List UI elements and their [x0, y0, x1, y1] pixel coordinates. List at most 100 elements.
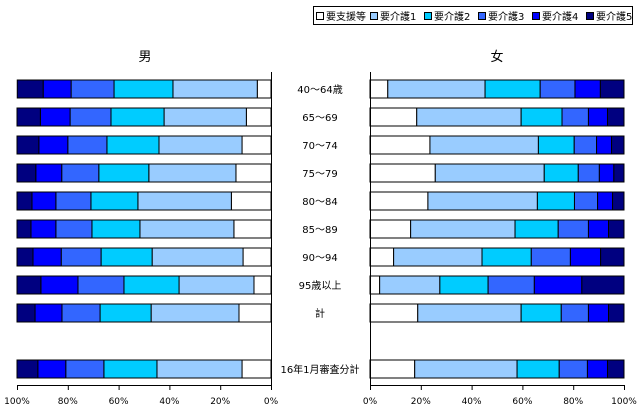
chart-panels: 男 0% 20% 40% 60% 80% 100% 女 0% 20% 40% 60% 80% 100% [4, 49, 637, 407]
bar-segment [434, 163, 545, 183]
bar-segment [379, 275, 441, 295]
bar-segment [596, 135, 613, 155]
bar-segment [516, 359, 560, 379]
bar-segment [37, 359, 67, 379]
bar-segment [31, 191, 57, 211]
legend-swatch-3 [424, 12, 432, 20]
x-tick-label: 40% [462, 397, 482, 407]
bar-segment [439, 275, 489, 295]
bar-segment [90, 191, 139, 211]
bar-segment [416, 107, 522, 127]
x-tick-label: 80% [563, 397, 583, 407]
category-label: 計 [315, 307, 325, 320]
bar-segment [151, 247, 244, 267]
bar-segment [253, 275, 272, 295]
bar-segment [98, 163, 150, 183]
bar-segment [77, 275, 125, 295]
category-label: 65～69 [302, 113, 337, 124]
bar-segment [16, 247, 34, 267]
bar-segment [543, 163, 579, 183]
bar-segment [481, 247, 532, 267]
panel-title: 女 [490, 49, 503, 65]
legend-label-1: 要支援等 [326, 10, 366, 23]
bar-segment [429, 135, 539, 155]
bar-segment [587, 107, 608, 127]
bar-segment [34, 303, 63, 323]
bar-segment [16, 359, 39, 379]
x-tick-label: 20% [210, 397, 230, 407]
bar-segment [369, 135, 431, 155]
bar-segment [55, 219, 93, 239]
bar-segment [606, 107, 625, 127]
bar-segment [38, 135, 69, 155]
bar-segment [60, 247, 102, 267]
legend-swatch-1 [316, 12, 324, 20]
bar-segment [369, 303, 419, 323]
bar-segment [369, 107, 418, 127]
category-label: 95歳以上 [299, 280, 342, 292]
bar-segment [16, 135, 40, 155]
category-label: 70～74 [302, 141, 337, 152]
bar-segment [558, 359, 588, 379]
bar-segment [369, 275, 381, 295]
bar-segment [42, 79, 72, 99]
bar-segment [600, 247, 625, 267]
bar-segment [573, 191, 599, 211]
bar-segment [103, 359, 158, 379]
bar-segment [608, 219, 625, 239]
bar-segment [67, 135, 108, 155]
category-labels: 40～64歳 65～69 70～74 75～79 80～84 85～89 90～94 95歳以… [280, 84, 359, 376]
bar-segment [70, 79, 115, 99]
bar-segment [65, 359, 105, 379]
bar-segment [256, 79, 272, 99]
bar-segment [110, 107, 165, 127]
bar-segment [369, 163, 436, 183]
category-label: 90～94 [302, 253, 337, 264]
x-tick-label: 0% [264, 397, 279, 407]
bar-segment [163, 107, 247, 127]
bar-segment [16, 275, 42, 295]
bar-segment [520, 303, 562, 323]
bar-segment [597, 191, 614, 211]
bar-segment [241, 135, 272, 155]
legend-label-2: 要介護1 [380, 10, 416, 23]
bar-segment [35, 163, 63, 183]
bar-segment [611, 135, 625, 155]
bar-segment [158, 135, 243, 155]
bar-segment [606, 359, 625, 379]
bar-segment [148, 163, 237, 183]
category-label: 40～64歳 [297, 84, 342, 96]
legend-swatch-4 [478, 12, 486, 20]
legend-label-4: 要介護3 [488, 10, 524, 23]
bar-segment [61, 303, 101, 323]
legend-label-5: 要介護4 [542, 10, 578, 23]
bar-segment [99, 303, 152, 323]
bar-segment [123, 275, 180, 295]
bar-segment [533, 275, 583, 295]
bar-segment [32, 247, 62, 267]
bar-segment [16, 79, 44, 99]
bar-segment [16, 191, 33, 211]
bar-segment [238, 303, 272, 323]
bar-segment [608, 303, 625, 323]
bar-segment [599, 79, 625, 99]
bar-segment [557, 219, 589, 239]
bar-segment [569, 247, 602, 267]
bar-segment [106, 135, 160, 155]
bar-segment [230, 191, 272, 211]
x-tick-label: 60% [512, 397, 532, 407]
bar-segment [156, 359, 243, 379]
bar-segment [536, 191, 575, 211]
bar-segment [150, 303, 240, 323]
bar-segment [537, 135, 575, 155]
x-tick-label: 0% [363, 397, 378, 407]
legend: 要支援等 要介護1 要介護2 要介護3 要介護4 要介護5 [313, 6, 633, 25]
category-label: 85～89 [302, 225, 337, 236]
bar-segment [16, 163, 37, 183]
bar-segment [414, 359, 518, 379]
legend-label-3: 要介護2 [434, 10, 470, 23]
bar-segment [113, 79, 174, 99]
panel-title: 男 [138, 50, 151, 65]
bar-segment [598, 163, 615, 183]
